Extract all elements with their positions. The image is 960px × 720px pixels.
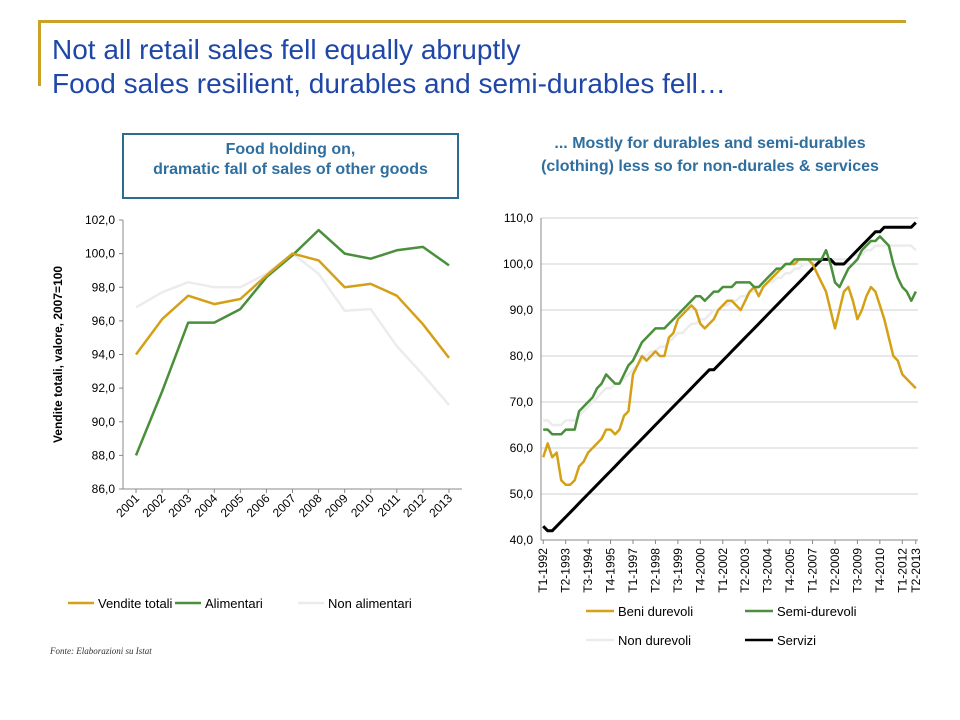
left-x-tick-label: 2008: [296, 491, 325, 520]
right-x-tick-label: T2-2003: [738, 548, 752, 593]
right-x-tick-label: T3-1994: [581, 548, 595, 593]
left-chart-title-line-2: dramatic fall of sales of other goods: [153, 161, 428, 178]
slide-title-line-2: Food sales resilient, durables and semi-…: [52, 68, 726, 99]
right-x-tick-label: T3-1999: [671, 548, 685, 593]
right-x-tick-label: T2-2013: [909, 548, 923, 593]
right-series-line-beni-durevoli: [542, 258, 917, 487]
left-x-tick-label: 2010: [348, 491, 377, 520]
left-y-axis-title: Vendite totali, valore, 2007=100: [51, 266, 65, 443]
right-x-tick-label: T1-2007: [806, 548, 820, 593]
left-x-tick-label: 2004: [192, 491, 221, 520]
source-note: Fonte: Elaborazioni su Istat: [50, 646, 152, 656]
left-x-tick-label: 2009: [322, 491, 351, 520]
right-x-tick-label: T2-2008: [828, 548, 842, 593]
right-y-tick-label: 40,0: [510, 533, 534, 547]
left-y-tick-label: 94,0: [92, 348, 116, 362]
title-accent-bar: [38, 20, 41, 86]
left-series-line-alimentari: [134, 228, 450, 456]
left-y-tick-label: 100,0: [85, 247, 115, 261]
right-y-tick-label: 90,0: [510, 303, 534, 317]
right-legend-label: Beni durevoli: [618, 604, 693, 619]
left-chart-title: Food holding on, dramatic fall of sales o…: [124, 140, 457, 180]
right-x-tick-label: T1-2012: [895, 548, 909, 593]
title-accent-rule: [38, 20, 906, 23]
right-x-tick-label: T2-1998: [648, 548, 662, 593]
right-y-tick-label: 110,0: [504, 211, 533, 225]
left-series-line-non-alimentari: [135, 252, 450, 406]
right-x-tick-label: T1-1997: [626, 548, 640, 593]
left-legend-label: Alimentari: [205, 596, 263, 611]
right-x-tick-label: T4-2010: [873, 548, 887, 593]
left-x-tick-label: 2001: [113, 491, 142, 520]
right-y-tick-label: 80,0: [510, 349, 534, 363]
left-x-tick-label: 2002: [139, 491, 168, 520]
right-x-tick-label: T2-1993: [559, 548, 573, 593]
left-legend-label: Non alimentari: [328, 596, 412, 611]
left-chart-title-line-1: Food holding on,: [225, 141, 356, 158]
slide-title: Not all retail sales fell equally abrupt…: [52, 33, 932, 101]
left-y-tick-label: 96,0: [92, 314, 116, 328]
right-x-tick-label: T4-1995: [604, 548, 618, 593]
left-x-tick-label: 2007: [270, 491, 299, 520]
right-y-tick-label: 60,0: [510, 441, 534, 455]
right-legend-label: Servizi: [777, 633, 816, 648]
left-x-tick-label: 2012: [400, 491, 429, 520]
right-legend-label: Semi-durevoli: [777, 604, 857, 619]
right-x-tick-label: T3-2009: [850, 548, 864, 593]
left-x-tick-label: 2003: [166, 491, 195, 520]
right-chart-title: ... Mostly for durables and semi-durable…: [541, 135, 879, 175]
left-y-tick-label: 92,0: [92, 381, 116, 395]
left-y-tick-label: 90,0: [92, 415, 116, 429]
left-y-tick-label: 102,0: [85, 213, 115, 227]
left-x-tick-label: 2005: [218, 491, 247, 520]
left-chart-title-box: Food holding on, dramatic fall of sales o…: [122, 133, 459, 199]
right-x-tick-label: T4-2005: [783, 548, 797, 593]
left-series-line-vendite-totali: [134, 252, 450, 359]
right-x-tick-label: T1-1992: [536, 548, 550, 593]
left-x-tick-label: 2011: [375, 491, 403, 519]
right-y-tick-label: 70,0: [510, 395, 534, 409]
slide-title-line-1: Not all retail sales fell equally abrupt…: [52, 34, 521, 65]
right-series-line-non-durevoli: [543, 244, 917, 427]
right-x-tick-label: T1-2002: [716, 548, 730, 593]
left-legend-label: Vendite totali: [98, 596, 173, 611]
right-series-line-semi-durevoli: [543, 235, 917, 436]
left-x-tick-label: 2013: [426, 491, 455, 520]
right-y-tick-label: 50,0: [510, 487, 534, 501]
right-series-line-servizi: [542, 221, 917, 533]
right-legend-label: Non durevoli: [618, 633, 691, 648]
right-x-tick-label: T3-2004: [761, 548, 775, 593]
left-y-tick-label: 86,0: [92, 482, 116, 496]
left-y-tick-label: 98,0: [92, 280, 116, 294]
left-x-tick-label: 2006: [244, 491, 273, 520]
right-x-tick-label: T4-2000: [693, 548, 707, 593]
right-y-tick-label: 100,0: [503, 257, 533, 271]
left-y-tick-label: 88,0: [92, 448, 116, 462]
